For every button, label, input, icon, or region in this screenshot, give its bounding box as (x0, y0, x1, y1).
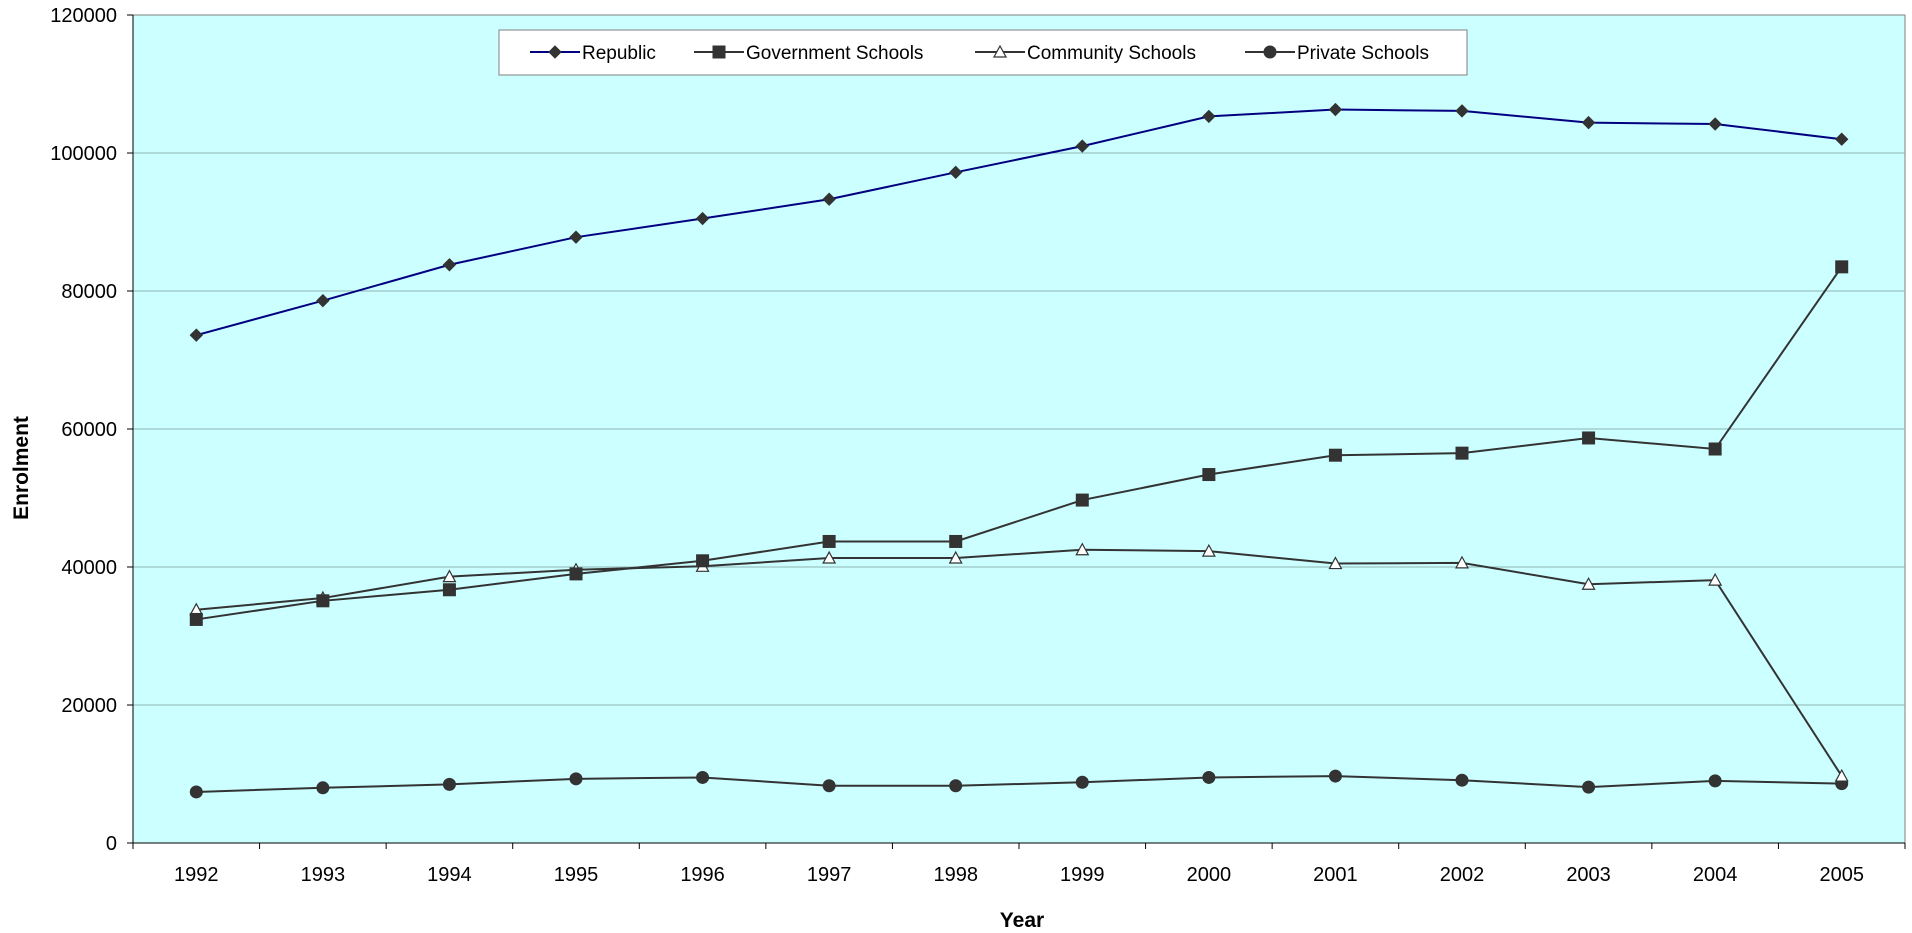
legend-label-community-schools: Community Schools (1027, 43, 1196, 64)
series-line-government-schools (196, 266, 1843, 621)
data-point-community-schools (822, 550, 837, 564)
series-private-schools (189, 769, 1849, 799)
x-tick-label: 1998 (933, 864, 978, 886)
y-tick-label: 60000 (61, 419, 117, 441)
x-tick-label: 1999 (1060, 864, 1105, 886)
x-tick-label: 1996 (680, 864, 725, 886)
legend-marker-private-schools (1263, 45, 1277, 59)
data-point-republic (822, 192, 836, 206)
x-tick-label: 2001 (1313, 864, 1358, 886)
x-tick-label: 2005 (1819, 864, 1864, 886)
y-tick-label: 80000 (61, 281, 117, 303)
y-tick-label: 0 (106, 833, 117, 855)
data-point-community-schools (1454, 555, 1470, 569)
data-point-government-schools (1202, 468, 1216, 482)
data-point-republic (1202, 109, 1216, 124)
y-tick-label: 100000 (50, 143, 117, 165)
series-layer (189, 102, 1849, 799)
data-point-community-schools (1328, 556, 1343, 570)
x-tick-label: 2002 (1440, 864, 1485, 886)
x-tick-label: 1993 (301, 864, 346, 886)
gridlines (133, 152, 1905, 706)
data-point-government-schools (949, 534, 963, 548)
data-point-private-schools (696, 770, 710, 784)
series-line-community-schools (196, 548, 1843, 777)
data-point-private-schools (1328, 769, 1342, 783)
data-point-private-schools (1708, 774, 1722, 788)
legend-label-private-schools: Private Schools (1297, 43, 1429, 64)
data-point-government-schools (822, 534, 836, 548)
series-line-private-schools (196, 775, 1842, 793)
data-point-private-schools (189, 785, 203, 799)
data-point-community-schools (1834, 768, 1849, 782)
x-axis-ticks: 1992 1993 1994 1995 1996 1997 1998 1999 2000 2001… (132, 843, 1906, 886)
data-point-government-schools (1582, 431, 1596, 445)
data-point-government-schools (1835, 260, 1849, 274)
legend-marker-community-schools (992, 44, 1008, 58)
x-tick-label: 2000 (1187, 864, 1232, 886)
data-point-government-schools (1708, 442, 1722, 456)
data-point-private-schools (1075, 775, 1089, 789)
data-point-republic (569, 230, 583, 244)
legend: Republic Government Schools Community Scho… (498, 29, 1468, 76)
data-point-government-schools (189, 612, 203, 626)
data-point-community-schools (442, 569, 457, 583)
series-republic (189, 102, 1849, 342)
data-point-republic (1075, 139, 1089, 153)
data-point-republic (695, 211, 710, 226)
data-point-government-schools (569, 567, 583, 581)
data-point-republic (949, 165, 963, 180)
data-point-private-schools (1582, 780, 1596, 794)
data-point-private-schools (822, 779, 836, 793)
data-point-government-schools (1075, 493, 1089, 507)
x-tick-label: 2003 (1566, 864, 1611, 886)
legend-label-republic: Republic (582, 43, 656, 64)
data-point-republic (1328, 102, 1343, 117)
data-point-community-schools (1201, 543, 1216, 557)
y-axis-ticks: 0 20000 40000 60000 80000 100000 120000 (50, 5, 133, 855)
x-tick-label: 2004 (1693, 864, 1738, 886)
data-point-private-schools (1202, 770, 1216, 784)
legend-marker-republic (548, 45, 562, 59)
data-point-republic (189, 328, 203, 342)
data-point-private-schools (1455, 773, 1469, 787)
x-tick-label: 1994 (427, 864, 472, 886)
data-point-community-schools (1708, 572, 1723, 586)
x-tick-label: 1995 (554, 864, 599, 886)
data-point-republic (1581, 115, 1596, 130)
x-tick-label: 1997 (807, 864, 852, 886)
data-point-republic (1455, 104, 1469, 118)
data-point-government-schools (696, 554, 710, 568)
data-point-government-schools (1455, 446, 1469, 460)
legend-marker-government-schools (712, 45, 726, 59)
legend-label-government-schools: Government Schools (746, 43, 923, 64)
data-point-government-schools (1328, 448, 1342, 462)
data-point-private-schools (316, 781, 330, 795)
x-tick-label: 1992 (174, 864, 219, 886)
series-line-republic (196, 108, 1842, 337)
data-point-government-schools (316, 594, 330, 608)
x-axis-title: Year (1000, 909, 1044, 932)
data-point-republic (316, 293, 330, 308)
series-government-schools (189, 260, 1849, 626)
data-point-private-schools (569, 772, 583, 786)
y-tick-label: 120000 (50, 5, 117, 27)
y-tick-label: 20000 (61, 695, 117, 717)
data-point-government-schools (442, 583, 456, 597)
data-point-private-schools (949, 779, 963, 793)
data-point-republic (1708, 117, 1722, 131)
data-point-republic (442, 258, 457, 272)
data-point-community-schools (1581, 576, 1596, 590)
data-point-community-schools (1075, 542, 1090, 556)
data-point-republic (1835, 132, 1849, 146)
data-point-private-schools (442, 777, 456, 791)
y-tick-label: 40000 (61, 557, 117, 579)
y-axis-title: Enrolment (10, 416, 33, 520)
data-point-community-schools (948, 550, 963, 564)
